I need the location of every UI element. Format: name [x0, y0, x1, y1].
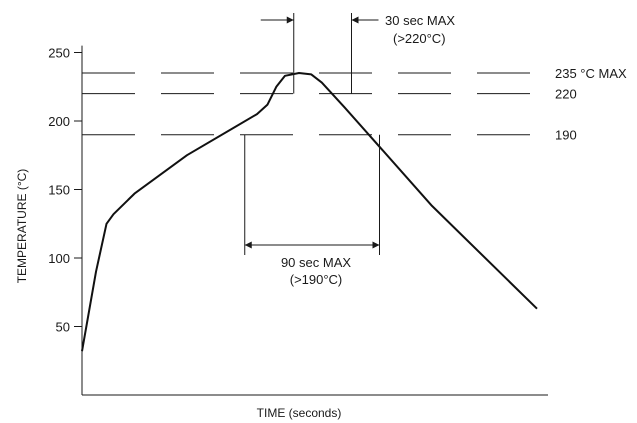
y-tick-label: 200 [48, 114, 70, 129]
y-tick-label: 150 [48, 183, 70, 198]
arrow-head [372, 241, 380, 249]
y-axis-label: TEMPERATURE (°C) [15, 169, 29, 284]
y-tick-label: 250 [48, 46, 70, 61]
y-tick-label: 100 [48, 251, 70, 266]
reference-line-label: 235 °C MAX [555, 66, 627, 81]
reference-line-label: 190 [555, 128, 577, 143]
y-ticks: 50 100 150 200 250 [48, 46, 82, 335]
arrow-head [286, 16, 294, 24]
temperature-profile-line [81, 72, 538, 352]
reference-line-label: 220 [555, 87, 577, 102]
axes [81, 45, 548, 396]
y-tick-label: 50 [56, 320, 70, 335]
reference-lines: 235 °C MAX 220 190 [82, 66, 627, 143]
arrow-head [351, 16, 359, 24]
window-190-label: 90 sec MAX [281, 255, 351, 270]
window-190-sublabel: (>190°C) [290, 272, 343, 287]
time-window-annotations: 90 sec MAX (>190°C) 30 sec MAX (>220°C) [244, 13, 455, 287]
arrow-head [244, 241, 252, 249]
x-axis-label: TIME (seconds) [257, 406, 342, 420]
window-220-sublabel: (>220°C) [393, 31, 446, 46]
window-220-label: 30 sec MAX [385, 13, 455, 28]
